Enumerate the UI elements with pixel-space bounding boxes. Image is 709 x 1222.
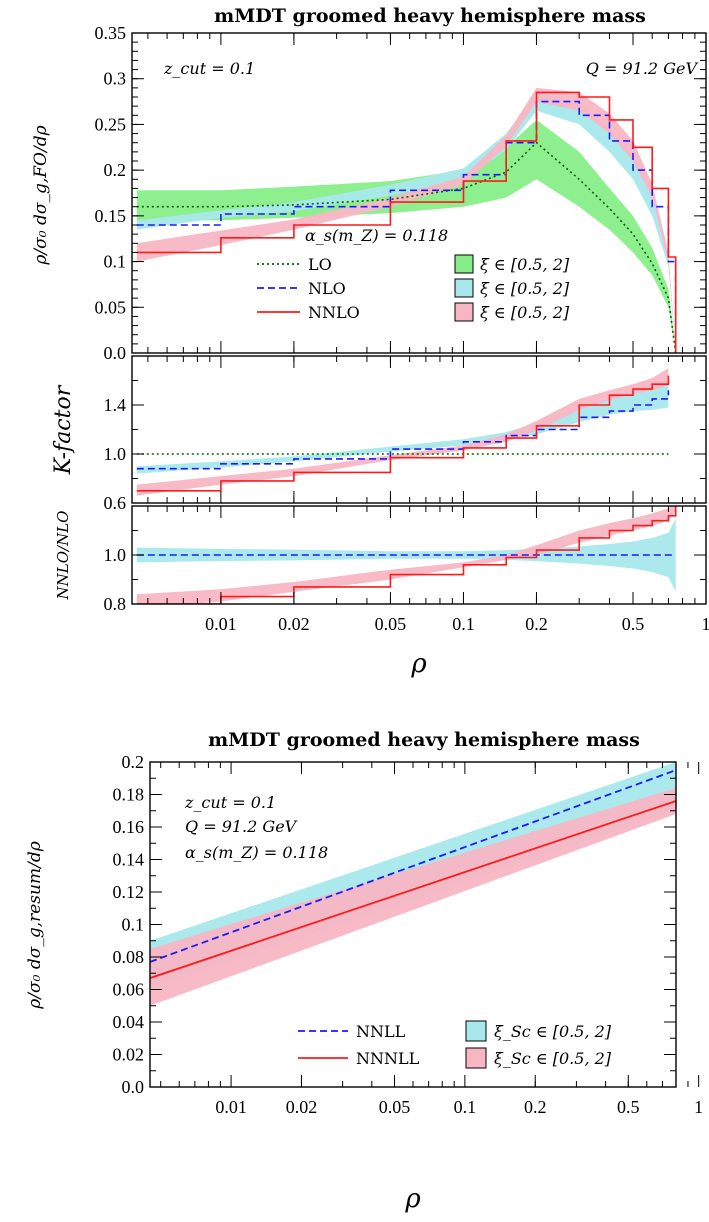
top-ratio-ytick-label: 1.0 xyxy=(104,545,127,565)
bottom-ytick-label: 0.2 xyxy=(122,752,145,772)
legend-band-swatch xyxy=(455,279,473,297)
bottom-ytick-label: 0.18 xyxy=(113,785,145,805)
bottom-legend-band-label: ξ_Sc ∈ [0.5, 2] xyxy=(494,1022,612,1041)
legend-band-swatch xyxy=(455,303,473,321)
bottom-xtick-label: 0.1 xyxy=(454,1097,477,1117)
bottom-annotation-q: Q = 91.2 GeV xyxy=(185,817,298,836)
legend-label-nnlo: NNLO xyxy=(308,303,360,322)
top-main-band-nlo xyxy=(137,92,676,353)
bottom-ytick-label: 0.14 xyxy=(113,850,145,870)
top-main-ytick-label: 0.1 xyxy=(104,252,127,272)
top-kfactor-line-nnlo xyxy=(137,376,669,491)
top-main-plot-area xyxy=(137,88,676,353)
bottom-chart-title: mMDT groomed heavy hemisphere mass xyxy=(208,729,640,751)
legend-band-swatch xyxy=(455,255,473,273)
bottom-ytick-label: 0.04 xyxy=(113,1012,145,1032)
bottom-xtick-label: 1 xyxy=(694,1097,703,1117)
legend-band-label: ξ ∈ [0.5, 2] xyxy=(480,255,570,274)
top-ratio-plot-area xyxy=(137,501,676,609)
top-kfactor-ytick-label: 0.6 xyxy=(104,493,127,513)
top-main-ylabel: ρ/σ₀ dσ_g,FO/dρ xyxy=(31,125,51,265)
top-ratio-ylabel: NNLO/NLO xyxy=(54,511,72,601)
bottom-ylabel: ρ/σ₀ dσ_g,resum/dρ xyxy=(25,841,45,1009)
top-main-ytick-label: 0.35 xyxy=(95,23,127,43)
top-ratio-panel: 0.01 0.02 0.05 0.1 0.2 0.5 1 0.8 1.0 xyxy=(104,501,709,634)
top-ratio-xtick-label: 0.05 xyxy=(375,614,407,634)
bottom-xtick-label: 0.05 xyxy=(379,1097,411,1117)
top-main-ytick-label: 0.05 xyxy=(95,297,127,317)
bottom-xtick-label: 0.2 xyxy=(524,1097,547,1117)
bottom-ytick-label: 0.16 xyxy=(113,817,145,837)
top-kfactor-plot-area xyxy=(137,368,669,495)
top-main-ytick-label: 0.15 xyxy=(95,206,127,226)
bottom-legend-band-label: ξ_Sc ∈ [0.5, 2] xyxy=(494,1049,612,1068)
bottom-ytick-label: 0.1 xyxy=(122,915,145,935)
top-ratio-xtick-label: 0.01 xyxy=(205,614,237,634)
top-ratio-xtick-label: 0.1 xyxy=(452,614,475,634)
bottom-ytick-label: 0.08 xyxy=(113,947,145,967)
top-ratio-xtick-label: 0.5 xyxy=(622,614,645,634)
top-ratio-ytick-label: 0.8 xyxy=(104,594,127,614)
bottom-ytick-label: 0.12 xyxy=(113,882,145,902)
top-kfactor-ylabel: K-factor xyxy=(51,384,76,475)
legend-band-label: ξ ∈ [0.5, 2] xyxy=(480,279,570,298)
bottom-xtick-label: 0.02 xyxy=(286,1097,318,1117)
legend-label-lo: LO xyxy=(308,255,332,274)
bottom-ytick-label: 0.02 xyxy=(113,1045,145,1065)
top-kfactor-panel: 0.6 1.0 1.4 xyxy=(104,356,707,513)
bottom-legend-band-swatch xyxy=(466,1021,486,1041)
bottom-ytick-label: 0.06 xyxy=(113,980,145,1000)
top-kfactor-band-nnlo xyxy=(137,368,669,495)
top-kfactor-band-nlo xyxy=(137,378,669,474)
bottom-legend-label-nnnll: NNNLL xyxy=(356,1049,420,1068)
top-xlabel: ρ xyxy=(410,649,427,679)
bottom-legend-band-swatch xyxy=(466,1048,486,1068)
top-main-ytick-label: 0.25 xyxy=(95,114,127,134)
bottom-xlabel: ρ xyxy=(404,1184,421,1214)
bottom-xtick-label: 0.5 xyxy=(617,1097,640,1117)
top-kfactor-ytick-label: 1.0 xyxy=(104,444,127,464)
legend-band-label: ξ ∈ [0.5, 2] xyxy=(480,303,570,322)
bottom-xtick-label: 0.01 xyxy=(215,1097,247,1117)
top-kfactor-ytick-label: 1.4 xyxy=(104,395,127,415)
top-ratio-xtick-label: 1 xyxy=(702,614,709,634)
top-annotation-zcut: z_cut = 0.1 xyxy=(163,59,255,78)
top-ratio-xtick-label: 0.2 xyxy=(525,614,548,634)
bottom-chart: 0.01 0.02 0.05 0.1 0.2 0.5 1 0.0 0.02 0.04 0.06 0.0… xyxy=(25,752,703,1214)
top-main-ytick-label: 0.0 xyxy=(104,343,127,363)
top-chart: 0.0 0.05 0.1 0.15 0.2 0.25 0.3 0.35 0.6 1.0 1.4 0.0… xyxy=(31,23,709,679)
bottom-ytick-label: 0.0 xyxy=(122,1077,145,1097)
bottom-annotation-zcut: z_cut = 0.1 xyxy=(184,793,276,812)
top-main-ytick-label: 0.3 xyxy=(104,69,127,89)
top-chart-title: mMDT groomed heavy hemisphere mass xyxy=(214,5,646,27)
top-main-ytick-label: 0.2 xyxy=(104,160,127,180)
legend-label-nlo: NLO xyxy=(308,279,346,298)
top-annotation-q: Q = 91.2 GeV xyxy=(586,59,699,78)
top-ratio-xtick-label: 0.02 xyxy=(278,614,310,634)
bottom-legend-label-nnll: NNLL xyxy=(356,1022,406,1041)
bottom-annotation-alpha: α_s(m_Z) = 0.118 xyxy=(185,843,328,862)
top-annotation-alpha: α_s(m_Z) = 0.118 xyxy=(305,226,448,245)
